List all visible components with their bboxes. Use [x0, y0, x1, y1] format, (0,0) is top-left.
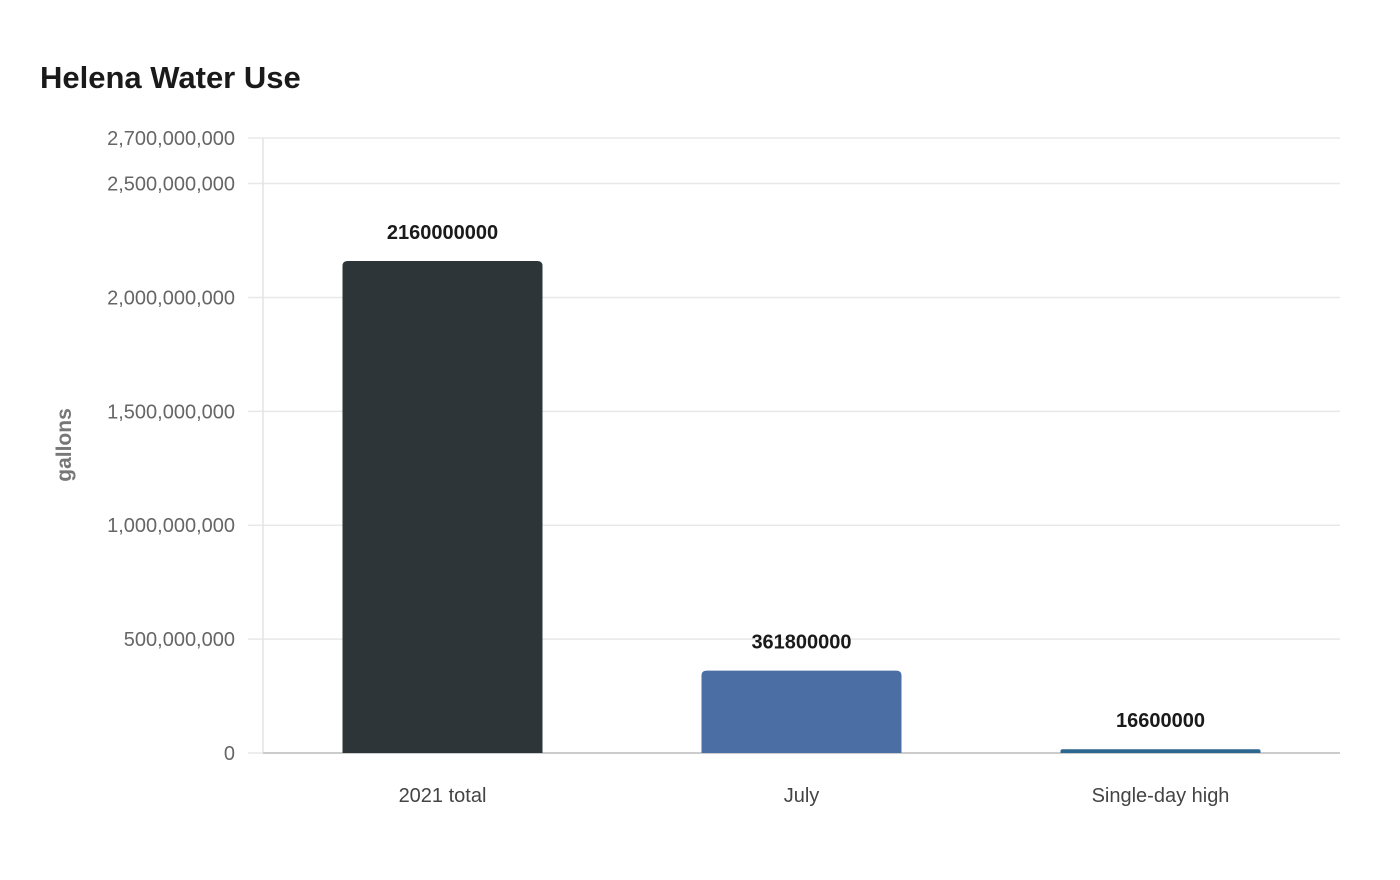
- x-axis-categories: 2021 total July Single-day high: [399, 785, 1230, 807]
- y-tick-label: 500,000,000: [124, 629, 235, 651]
- bar-2[interactable]: [1060, 749, 1261, 753]
- bar-1[interactable]: [701, 670, 902, 753]
- y-axis-title: gallons: [53, 408, 76, 482]
- y-tick-label: 1,500,000,000: [107, 401, 235, 423]
- x-category-label: Single-day high: [1092, 785, 1230, 807]
- bar-value-label: 2160000000: [387, 222, 498, 244]
- x-category-label: 2021 total: [399, 785, 487, 807]
- bar-value-label: 361800000: [751, 632, 851, 654]
- bar-0[interactable]: [342, 261, 543, 753]
- y-axis-ticks: 0 500,000,000 1,000,000,000 1,500,000,000 2,…: [107, 128, 235, 765]
- bars: [342, 261, 1261, 753]
- value-labels: 2160000000 361800000 16600000: [387, 222, 1205, 732]
- y-tick-label: 2,700,000,000: [107, 128, 235, 150]
- chart-title: Helena Water Use: [40, 60, 301, 95]
- y-tick-label: 2,000,000,000: [107, 287, 235, 309]
- x-category-label: July: [784, 785, 820, 807]
- y-tick-label: 1,000,000,000: [107, 515, 235, 537]
- bar-value-label: 16600000: [1116, 710, 1205, 732]
- y-tick-label: 2,500,000,000: [107, 174, 235, 196]
- y-tick-label: 0: [224, 743, 235, 765]
